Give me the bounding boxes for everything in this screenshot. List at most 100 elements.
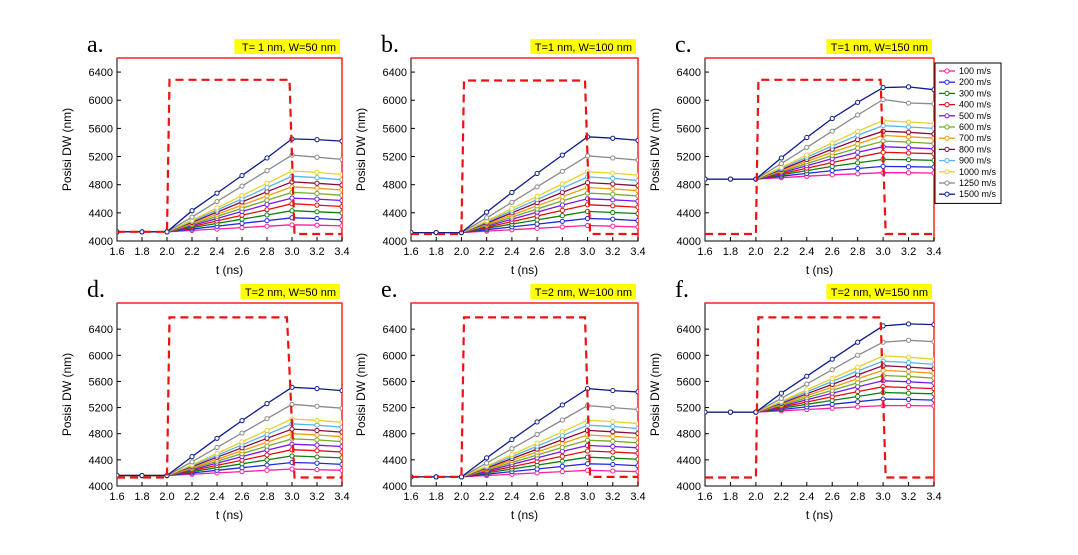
data-point: [635, 157, 638, 163]
x-tick-label: 1.6: [109, 491, 124, 503]
panel-e: e. T=2 nm, W=100 nm 1.6 1.8 2.0 2.2 2.4 2.6 2.8 3…: [354, 277, 646, 522]
data-point: [905, 354, 912, 360]
x-tick-label: 3.4: [926, 491, 941, 503]
y-tick-label: 6400: [383, 67, 407, 79]
y-axis-label: Posisi DW (nm): [648, 353, 662, 436]
data-point: [264, 416, 270, 422]
y-tick-label: 5200: [677, 403, 701, 415]
data-point: [610, 449, 616, 455]
data-point: [214, 435, 220, 441]
data-point: [339, 197, 342, 204]
data-point: [264, 452, 270, 458]
data-point: [635, 445, 638, 451]
data-point: [931, 164, 934, 170]
data-point: [635, 420, 638, 427]
y-tick-label: 4800: [383, 429, 407, 441]
data-point: [289, 426, 295, 432]
series-line-1000ms: [705, 119, 934, 180]
data-point: [264, 401, 270, 407]
data-point: [905, 164, 912, 170]
x-axis-label: t (ns): [511, 508, 538, 522]
legend-swatch-marker: [944, 90, 950, 97]
legend-entry: 900 m/s: [959, 156, 992, 166]
x-tick-label: 2.8: [555, 246, 570, 258]
y-tick-label: 6000: [677, 350, 701, 362]
x-tick-label: 2.2: [774, 246, 789, 258]
series-line-100ms: [411, 469, 638, 478]
panel-b: b. T=1 nm, W=100 nm 1.6 1.8 2.0 2.2 2.4 2.6 2.8 3…: [354, 32, 646, 277]
y-axis-label: Posisi DW (nm): [60, 353, 74, 436]
plot-area: [117, 78, 342, 236]
y-tick-label: 4800: [677, 180, 701, 192]
plot-area: [411, 79, 638, 236]
y-tick-label: 5200: [89, 152, 113, 164]
panel-a: a. T= 1 nm, W=50 nm 1.6 1.8 2.0 2.2 2.4 2.6 2.8 3…: [60, 32, 350, 277]
legend-swatch-marker: [944, 169, 950, 175]
data-point: [635, 172, 638, 178]
data-point: [509, 189, 515, 196]
data-point: [705, 409, 708, 415]
data-point: [339, 217, 342, 223]
x-tick-label: 2.6: [529, 246, 544, 258]
panel-f: f. T=2 nm, W=150 nm 1.6 1.8 2.0 2.2 2.4 2.6 2.8 3…: [648, 277, 942, 522]
data-point: [610, 209, 616, 216]
y-tick-label: 5600: [677, 376, 701, 388]
x-tick-label: 1.6: [109, 246, 124, 258]
data-point: [314, 422, 320, 428]
x-tick-label: 3.2: [605, 246, 620, 258]
data-point: [339, 424, 342, 430]
data-point: [635, 224, 638, 230]
data-point: [635, 463, 638, 469]
data-point: [610, 223, 616, 229]
data-point: [905, 129, 912, 135]
data-point: [559, 202, 565, 208]
y-axis-label: Posisi DW (nm): [60, 108, 74, 191]
data-point: [905, 403, 912, 409]
plot-area: [705, 78, 934, 236]
data-point: [214, 205, 220, 211]
data-point: [635, 183, 638, 189]
data-point: [584, 437, 591, 443]
pulse-line: [705, 78, 934, 236]
data-point: [635, 193, 638, 199]
y-tick-label: 6400: [89, 324, 113, 336]
data-point: [264, 180, 270, 186]
panel-letter: c.: [675, 32, 692, 58]
series-line-500ms: [411, 444, 638, 478]
y-axis-label: Posisi DW (nm): [354, 108, 368, 191]
legend-swatch-marker: [944, 158, 950, 164]
data-point: [559, 168, 565, 174]
condition-highlight: [530, 39, 636, 54]
pulse-line: [117, 78, 342, 236]
series-line-500ms: [117, 443, 342, 477]
data-point: [559, 402, 565, 408]
data-point: [931, 391, 934, 397]
data-point: [339, 455, 342, 461]
x-tick-label: 2.4: [799, 246, 814, 258]
y-tick-label: 6000: [89, 95, 113, 107]
legend-entry: 100 m/s: [959, 66, 992, 76]
data-point: [905, 369, 912, 375]
plot-frame: [116, 57, 343, 242]
legend-entry: 300 m/s: [959, 88, 992, 98]
y-tick-label: 4400: [383, 455, 407, 467]
condition-highlight: [826, 284, 932, 299]
data-point: [635, 435, 638, 441]
data-point: [829, 168, 835, 174]
series-line-1500ms: [705, 86, 934, 180]
x-tick-label: 1.8: [723, 491, 738, 503]
data-point: [905, 373, 912, 380]
data-point: [829, 356, 835, 362]
data-point: [905, 157, 912, 163]
panel-letter: e.: [381, 277, 398, 303]
data-point: [314, 209, 320, 215]
legend-entry: 1500 m/s: [959, 189, 997, 199]
data-point: [484, 455, 490, 461]
data-point: [610, 197, 616, 203]
condition-label: T=1 nm, W=150 nm: [831, 42, 928, 54]
data-point: [339, 405, 342, 411]
y-axis-label: Posisi DW (nm): [648, 108, 662, 191]
data-point: [214, 190, 220, 196]
